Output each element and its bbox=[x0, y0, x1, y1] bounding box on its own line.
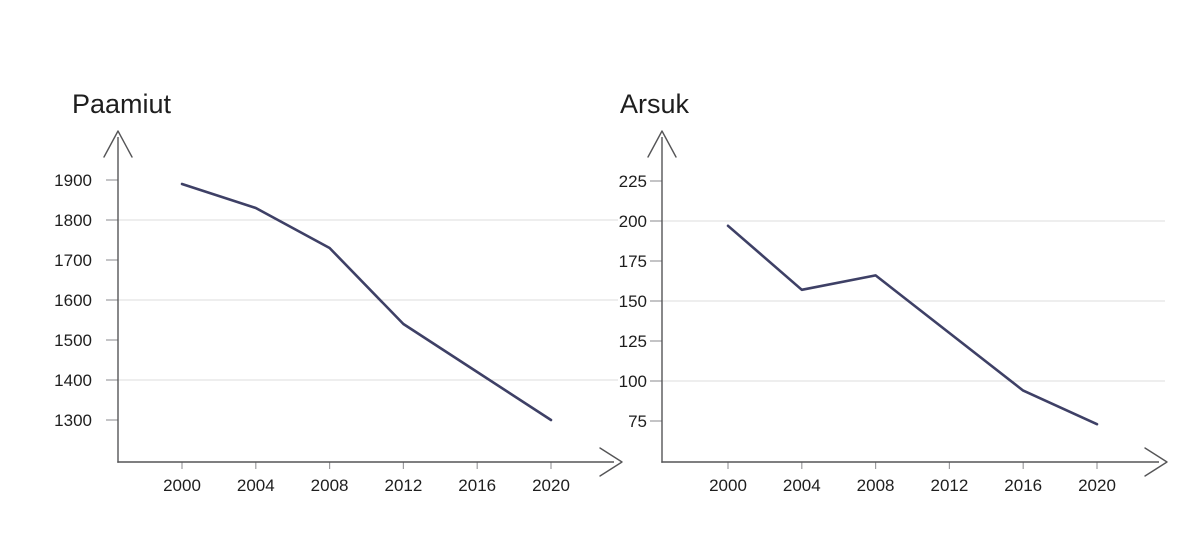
data-line bbox=[726, 224, 1099, 426]
x-tick-label: 2016 bbox=[458, 476, 496, 495]
y-tick-label: 1600 bbox=[54, 291, 92, 310]
x-tick-label: 2004 bbox=[783, 476, 821, 495]
x-axis-arrow-icon bbox=[599, 447, 623, 477]
chart-title-arsuk: Arsuk bbox=[620, 89, 690, 119]
x-tick-label: 2020 bbox=[532, 476, 570, 495]
y-tick-label: 1400 bbox=[54, 371, 92, 390]
x-tick-label: 2008 bbox=[311, 476, 349, 495]
y-tick-label: 125 bbox=[619, 332, 647, 351]
y-tick-label: 75 bbox=[628, 412, 647, 431]
y-tick-label: 150 bbox=[619, 292, 647, 311]
y-axis-arrow-icon bbox=[103, 130, 133, 158]
x-tick-label: 2016 bbox=[1004, 476, 1042, 495]
x-tick-label: 2012 bbox=[930, 476, 968, 495]
data-line bbox=[180, 182, 553, 422]
y-tick-label: 1500 bbox=[54, 331, 92, 350]
y-tick-label: 175 bbox=[619, 252, 647, 271]
x-tick-label: 2012 bbox=[384, 476, 422, 495]
y-tick-label: 100 bbox=[619, 372, 647, 391]
y-tick-label: 1800 bbox=[54, 211, 92, 230]
y-tick-label: 225 bbox=[619, 172, 647, 191]
x-tick-label: 2000 bbox=[709, 476, 747, 495]
arsuk-plot-area: 75 100 125 150 175 200 225 2000 2004 2008 2012 2016… bbox=[619, 130, 1168, 495]
y-axis-arrow-icon bbox=[647, 130, 677, 158]
x-tick-label: 2004 bbox=[237, 476, 275, 495]
chart-title-paamiut: Paamiut bbox=[72, 89, 172, 119]
x-tick-label: 2020 bbox=[1078, 476, 1116, 495]
x-axis-arrow-icon bbox=[1144, 447, 1168, 477]
x-tick-label: 2008 bbox=[857, 476, 895, 495]
y-tick-label: 1900 bbox=[54, 171, 92, 190]
paamiut-plot-area: 1300 1400 1500 1600 1700 1800 1900 2000 2004 2008… bbox=[54, 130, 623, 495]
y-tick-label: 1700 bbox=[54, 251, 92, 270]
y-tick-label: 1300 bbox=[54, 411, 92, 430]
x-tick-label: 2000 bbox=[163, 476, 201, 495]
y-tick-label: 200 bbox=[619, 212, 647, 231]
